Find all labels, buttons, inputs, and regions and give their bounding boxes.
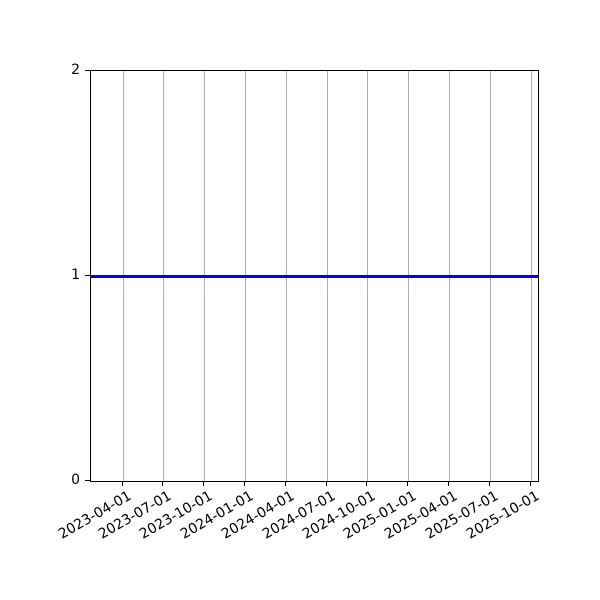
x-tick-mark xyxy=(284,481,286,486)
y-tick-mark xyxy=(85,69,90,71)
x-tick-mark xyxy=(447,481,449,486)
x-tick-mark xyxy=(121,481,123,486)
y-tick-mark xyxy=(85,479,90,481)
y-tick-mark xyxy=(85,274,90,276)
x-tick-mark xyxy=(243,481,245,486)
x-tick-mark xyxy=(162,481,164,486)
y-tick-label: 1 xyxy=(71,267,80,283)
x-tick-mark xyxy=(488,481,490,486)
x-tick-mark xyxy=(366,481,368,486)
y-tick-label: 2 xyxy=(71,62,80,78)
x-tick-mark xyxy=(407,481,409,486)
x-tick-mark xyxy=(203,481,205,486)
y-tick-label: 0 xyxy=(71,472,80,488)
x-tick-mark xyxy=(529,481,531,486)
series-line-constant-line xyxy=(91,274,538,278)
x-tick-mark xyxy=(325,481,327,486)
plot-area xyxy=(90,70,539,482)
